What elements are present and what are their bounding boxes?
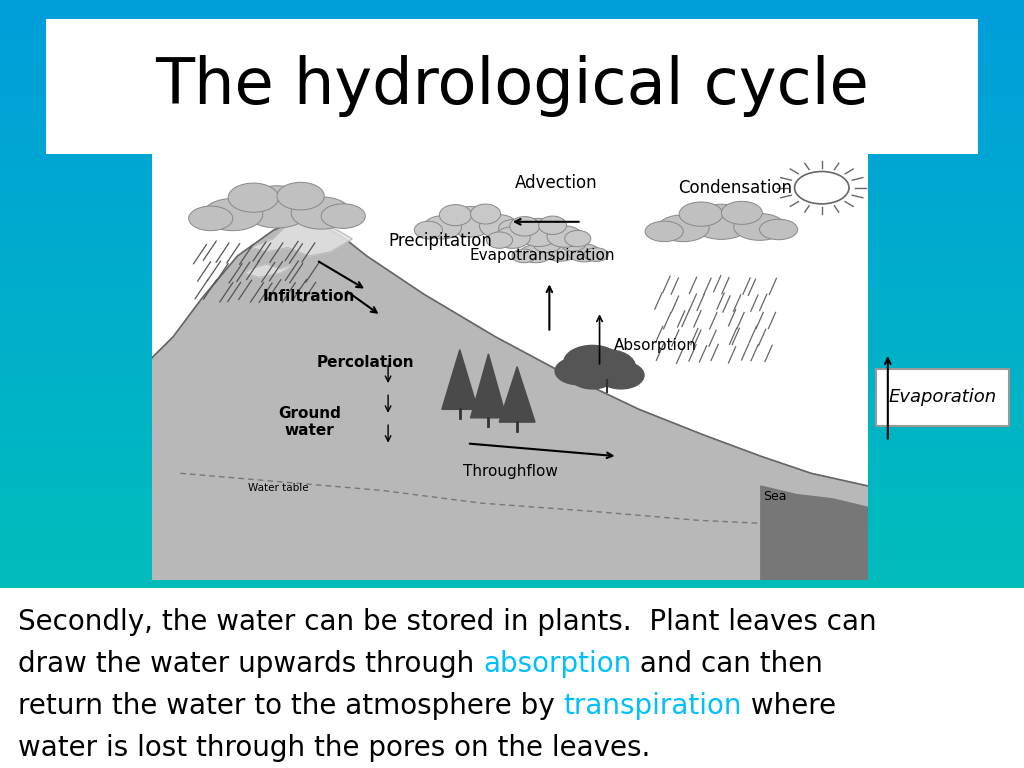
Ellipse shape [539, 216, 566, 234]
Ellipse shape [691, 204, 752, 240]
Ellipse shape [520, 245, 552, 263]
Circle shape [578, 349, 635, 384]
Circle shape [584, 357, 630, 385]
Ellipse shape [495, 227, 530, 248]
Text: Secondly, the water can be stored in plants.  Plant leaves can: Secondly, the water can be stored in pla… [18, 607, 877, 636]
Polygon shape [0, 588, 1024, 768]
Text: Absorption: Absorption [613, 338, 696, 353]
Text: Evapotranspiration: Evapotranspiration [469, 248, 615, 263]
Ellipse shape [470, 204, 501, 224]
Polygon shape [470, 354, 506, 418]
Ellipse shape [322, 204, 366, 228]
Ellipse shape [188, 206, 232, 230]
Ellipse shape [479, 214, 518, 238]
Circle shape [795, 171, 849, 204]
Circle shape [563, 346, 621, 379]
Text: transpiration: transpiration [563, 691, 742, 720]
Text: where: where [742, 691, 837, 720]
Ellipse shape [564, 230, 591, 247]
Polygon shape [152, 217, 868, 580]
Ellipse shape [541, 238, 580, 261]
Text: draw the water upwards through: draw the water upwards through [18, 650, 483, 677]
FancyBboxPatch shape [876, 369, 1009, 426]
FancyBboxPatch shape [152, 154, 868, 580]
Ellipse shape [721, 201, 762, 224]
Circle shape [555, 357, 601, 385]
Text: Water table: Water table [248, 483, 309, 493]
Circle shape [598, 362, 644, 389]
Text: Ground
water: Ground water [278, 406, 341, 439]
Circle shape [569, 362, 615, 389]
Text: absorption: absorption [483, 650, 632, 677]
Text: Condensation: Condensation [678, 179, 793, 197]
Text: Precipitation: Precipitation [388, 232, 492, 250]
Text: water is lost through the pores on the leaves.: water is lost through the pores on the l… [18, 733, 650, 762]
Text: Advection: Advection [515, 174, 598, 193]
Ellipse shape [645, 221, 683, 242]
Polygon shape [761, 486, 868, 580]
Ellipse shape [657, 215, 710, 242]
Ellipse shape [560, 236, 586, 251]
Text: Sea: Sea [764, 490, 786, 503]
Ellipse shape [291, 197, 351, 229]
Text: and can then: and can then [632, 650, 823, 677]
Polygon shape [252, 217, 352, 256]
Ellipse shape [439, 204, 471, 226]
Ellipse shape [760, 219, 798, 240]
Polygon shape [442, 349, 477, 409]
Ellipse shape [585, 248, 608, 261]
Ellipse shape [276, 182, 325, 210]
Text: Infiltration: Infiltration [262, 289, 355, 304]
Ellipse shape [486, 232, 513, 248]
Ellipse shape [547, 226, 583, 247]
Ellipse shape [510, 217, 540, 236]
Text: Evaporation: Evaporation [888, 389, 996, 406]
Text: Percolation: Percolation [316, 355, 414, 370]
Ellipse shape [447, 207, 494, 237]
Ellipse shape [733, 214, 785, 240]
Ellipse shape [512, 249, 536, 263]
Ellipse shape [499, 220, 526, 237]
Ellipse shape [203, 198, 263, 230]
Ellipse shape [534, 237, 561, 253]
FancyBboxPatch shape [46, 19, 978, 154]
Ellipse shape [679, 202, 723, 227]
Ellipse shape [242, 186, 312, 228]
Ellipse shape [518, 218, 559, 247]
Ellipse shape [568, 244, 600, 262]
Ellipse shape [423, 216, 462, 239]
Polygon shape [499, 366, 535, 422]
Ellipse shape [415, 221, 442, 239]
Polygon shape [245, 264, 295, 277]
Ellipse shape [228, 183, 279, 212]
Text: The hydrological cycle: The hydrological cycle [155, 55, 869, 118]
Text: return the water to the atmosphere by: return the water to the atmosphere by [18, 691, 563, 720]
Text: Throughflow: Throughflow [463, 464, 557, 478]
